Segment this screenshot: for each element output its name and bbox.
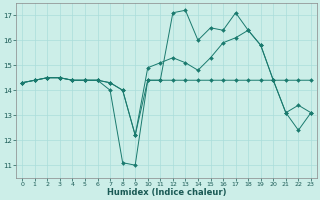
X-axis label: Humidex (Indice chaleur): Humidex (Indice chaleur) xyxy=(107,188,226,197)
